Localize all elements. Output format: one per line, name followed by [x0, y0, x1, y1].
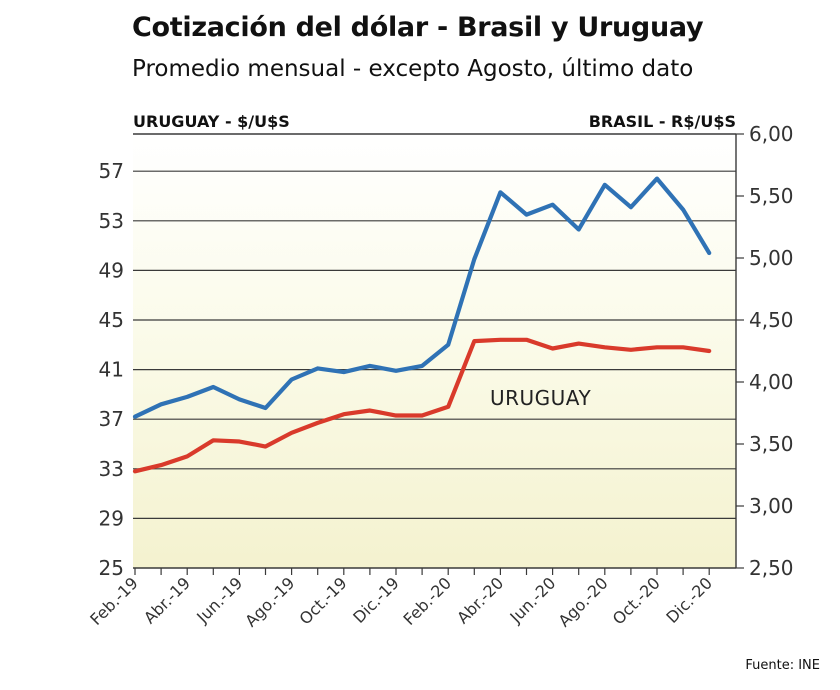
x-tick-label: Dic.-19 [349, 573, 403, 627]
right-tick-label: 3,00 [749, 494, 794, 518]
left-tick-label: 45 [99, 308, 124, 332]
x-tick-label: Oct.-19 [296, 573, 351, 628]
source-note: Fuente: INE [745, 658, 820, 673]
left-tick-label: 49 [99, 258, 124, 282]
right-axis-label: BRASIL - R$/U$S [588, 112, 736, 131]
right-tick-label: 4,50 [749, 308, 794, 332]
right-tick-label: 3,50 [749, 432, 794, 456]
right-tick-label: 6,00 [749, 122, 794, 146]
x-tick-label: Jun.-20 [506, 573, 560, 627]
right-tick-label: 4,00 [749, 370, 794, 394]
left-tick-label: 25 [99, 556, 124, 580]
x-tick-label: Oct.-20 [609, 573, 664, 628]
left-tick-label: 29 [99, 506, 124, 530]
x-tick-label: Feb.-19 [86, 573, 142, 629]
chart-title: Cotización del dólar - Brasil y Uruguay [132, 12, 704, 43]
x-tick-label: Feb.-20 [399, 573, 455, 629]
right-tick-label: 5,50 [749, 184, 794, 208]
x-tick-label: Abr.-20 [453, 573, 507, 627]
chart-subtitle: Promedio mensual - excepto Agosto, últim… [132, 56, 694, 82]
left-tick-label: 37 [99, 407, 124, 431]
left-tick-label: 53 [99, 209, 124, 233]
x-tick-label: Ago.-19 [241, 573, 298, 630]
right-tick-label: 2,50 [749, 556, 794, 580]
left-tick-label: 41 [99, 358, 124, 382]
x-tick-label: Jun.-19 [192, 573, 246, 627]
right-tick-label: 5,00 [749, 246, 794, 270]
x-tick-label: Ago.-20 [554, 573, 611, 630]
left-tick-label: 33 [99, 457, 124, 481]
x-tick-label: Abr.-19 [140, 573, 194, 627]
left-tick-label: 57 [99, 159, 124, 183]
series-label-uruguay: URUGUAY [490, 386, 591, 410]
left-axis-label: URUGUAY - $/U$S [133, 112, 290, 131]
plot-background [133, 134, 736, 568]
x-tick-label: Dic.-20 [662, 573, 716, 627]
